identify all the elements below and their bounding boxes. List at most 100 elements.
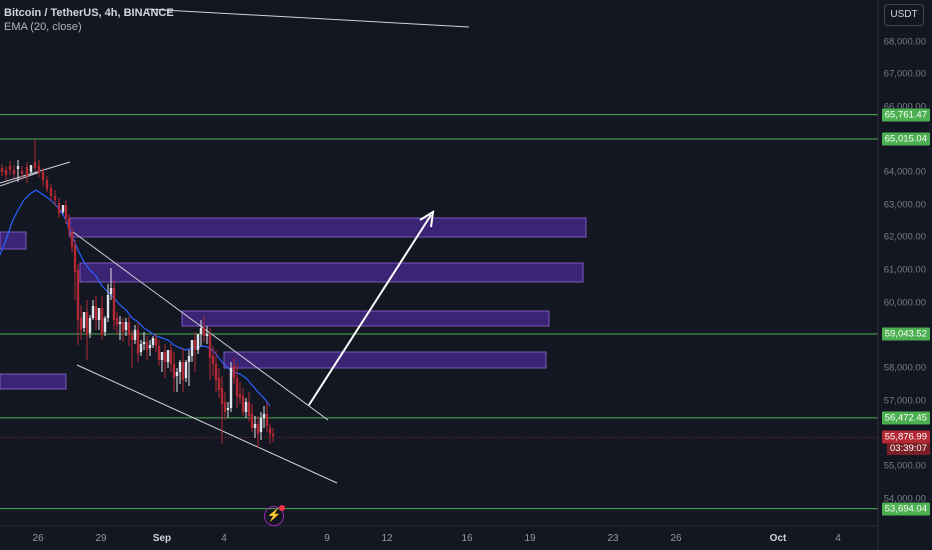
- candle: [29, 165, 33, 174]
- candle-body: [45, 180, 49, 189]
- candle-body: [53, 196, 57, 200]
- candle: [223, 392, 227, 420]
- candle-body: [202, 328, 206, 336]
- candle-body: [49, 188, 53, 196]
- candle-body: [253, 424, 257, 428]
- candle: [271, 428, 275, 442]
- price-tick-label: 68,000.00: [883, 36, 926, 47]
- candle-body: [103, 318, 107, 332]
- candle-body: [16, 166, 20, 169]
- symbol-title[interactable]: Bitcoin / TetherUS, 4h, BINANCE: [4, 7, 174, 19]
- candle: [118, 316, 122, 340]
- candle: [67, 214, 71, 236]
- currency-button[interactable]: USDT: [884, 4, 924, 26]
- candle: [53, 190, 57, 206]
- candle: [175, 368, 179, 392]
- candle-body: [199, 328, 203, 334]
- candle: [193, 332, 197, 372]
- candle-body: [208, 334, 212, 358]
- candle-body: [256, 424, 260, 434]
- candle-body: [115, 318, 119, 325]
- candle-body: [226, 408, 230, 410]
- candle: [45, 176, 49, 192]
- candle: [133, 325, 137, 344]
- candle: [100, 296, 104, 340]
- candle: [139, 340, 143, 356]
- candle: [8, 161, 12, 175]
- candle: [88, 315, 92, 338]
- indicator-legend[interactable]: EMA (20, close): [4, 21, 82, 33]
- candle: [12, 165, 16, 178]
- candle: [130, 330, 134, 368]
- candle-body: [88, 318, 92, 333]
- candle: [106, 284, 110, 322]
- candle-body: [190, 340, 194, 356]
- candle-body: [181, 362, 185, 380]
- candle-body: [97, 308, 101, 320]
- candle-body: [139, 344, 143, 352]
- price-tick-label: 61,000.00: [883, 264, 926, 276]
- candlesticks: [0, 140, 275, 448]
- candle: [262, 406, 266, 428]
- candle-body: [130, 335, 134, 340]
- candle: [82, 312, 86, 332]
- candle: [25, 162, 29, 183]
- price-tick-label: 58,000.00: [883, 362, 926, 374]
- candle: [178, 360, 182, 384]
- candle-body: [79, 318, 83, 330]
- candle-body: [268, 428, 272, 434]
- candle-body: [160, 352, 164, 360]
- candle: [184, 360, 188, 382]
- time-tick-label: 16: [461, 533, 473, 544]
- zone-box: [223, 351, 547, 369]
- candle: [64, 200, 68, 224]
- time-tick-label: 26: [32, 533, 44, 544]
- candle: [208, 328, 212, 380]
- candle: [187, 350, 191, 386]
- candle: [124, 318, 128, 336]
- candle-body: [238, 394, 242, 398]
- candle-body: [67, 218, 71, 230]
- candle-body: [235, 378, 239, 396]
- candle-body: [145, 342, 149, 350]
- candle-body: [33, 162, 37, 168]
- candle-body: [223, 402, 227, 412]
- trendlines: [0, 8, 470, 484]
- level-price-tag: 59,043.52: [881, 327, 930, 341]
- candle-body: [121, 322, 125, 332]
- candle-body: [271, 434, 275, 436]
- zone-box: [0, 373, 67, 390]
- candle-body: [211, 356, 215, 364]
- arrow-head: [419, 210, 435, 228]
- candle: [154, 334, 158, 352]
- candle: [148, 340, 152, 356]
- candle-body: [229, 368, 233, 408]
- candle: [241, 388, 245, 416]
- candle: [214, 350, 218, 392]
- candle-body: [76, 270, 80, 320]
- time-tick-label: 26: [670, 533, 682, 544]
- candle-body: [100, 308, 104, 335]
- candle: [220, 376, 224, 444]
- candle-body: [29, 165, 33, 172]
- candle-body: [70, 232, 74, 247]
- candle: [202, 316, 206, 342]
- candle-body: [12, 170, 16, 174]
- zone-box: [69, 217, 587, 238]
- candle-body: [148, 345, 152, 348]
- candle-body: [112, 288, 116, 320]
- price-tick-label: 64,000.00: [883, 166, 926, 178]
- price-tick-label: 57,000.00: [883, 395, 926, 407]
- chart-header: Bitcoin / TetherUS, 4h, BINANCE EMA (20,…: [4, 6, 174, 34]
- lightning-icon[interactable]: ⚡: [264, 505, 285, 526]
- candle-body: [133, 330, 137, 340]
- candle: [229, 362, 233, 412]
- time-tick-label: 4: [221, 533, 227, 544]
- candle: [79, 305, 83, 340]
- level-price-tag: 65,761.47: [881, 108, 930, 122]
- candle-body: [85, 312, 89, 335]
- ema-line: [0, 189, 271, 407]
- horizontal-levels: [0, 114, 878, 510]
- candle-body: [94, 306, 98, 320]
